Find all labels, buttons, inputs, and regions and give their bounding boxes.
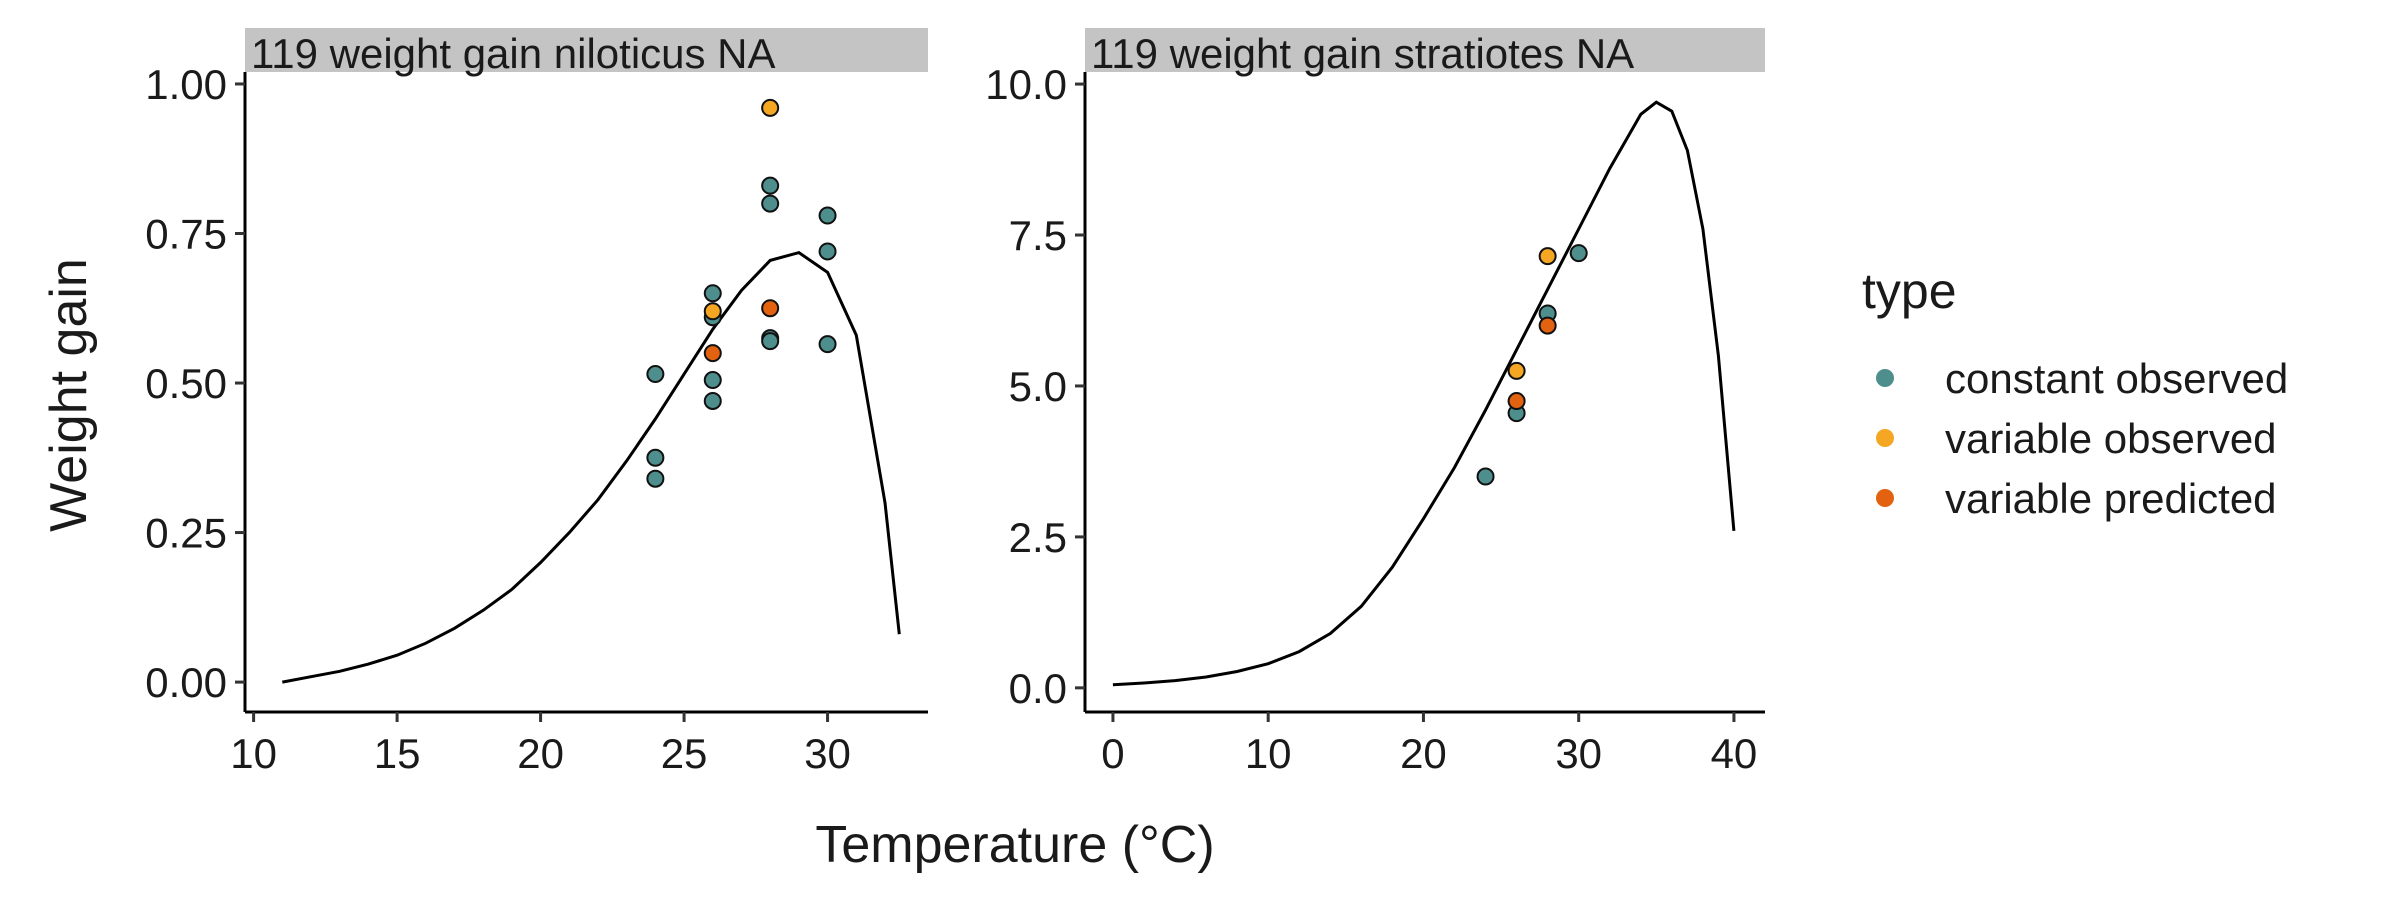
legend-key xyxy=(1876,489,1894,507)
data-point xyxy=(703,302,722,321)
data-point xyxy=(703,371,722,390)
data-point xyxy=(703,284,722,303)
data-point xyxy=(703,344,722,363)
facet-strip xyxy=(1085,28,1765,72)
facet-strip-label: 119 weight gain niloticus NA xyxy=(251,30,776,77)
x-tick-label: 20 xyxy=(517,730,564,777)
x-tick-label: 0 xyxy=(1101,730,1124,777)
x-tick-label: 25 xyxy=(661,730,708,777)
data-point xyxy=(818,335,837,354)
x-tick-label: 10 xyxy=(1245,730,1292,777)
x-tick-label: 40 xyxy=(1711,730,1758,777)
legend-title: type xyxy=(1862,263,1957,319)
data-point xyxy=(761,98,780,117)
y-tick-label: 0.75 xyxy=(145,210,227,257)
data-point xyxy=(1569,244,1588,263)
x-tick-label: 20 xyxy=(1400,730,1447,777)
x-tick-label: 30 xyxy=(804,730,851,777)
data-point xyxy=(761,194,780,213)
legend-label: variable observed xyxy=(1945,415,2277,462)
legend-label: variable predicted xyxy=(1945,475,2277,522)
data-point xyxy=(761,176,780,195)
y-tick-label: 5.0 xyxy=(1009,363,1067,410)
y-tick-label: 10.0 xyxy=(985,61,1067,108)
x-tick-label: 15 xyxy=(374,730,421,777)
y-tick-label: 0.0 xyxy=(1009,665,1067,712)
facet-strip xyxy=(245,28,928,72)
fitted-curve xyxy=(282,250,901,684)
data-point xyxy=(761,332,780,351)
panel-1: 119 weight gain niloticus NA 0.00 0.25 0.50… xyxy=(145,28,928,777)
data-point xyxy=(761,299,780,318)
fitted-curve xyxy=(1112,100,1736,687)
y-tick-label: 0.25 xyxy=(145,510,227,557)
legend-label: constant observed xyxy=(1945,355,2288,402)
data-point xyxy=(703,391,722,410)
facet-strip-label: 119 weight gain stratiotes NA xyxy=(1091,30,1634,77)
panel-layer: 119 weight gain niloticus NA0.000.250.50… xyxy=(145,28,1765,777)
y-tick-label: 7.5 xyxy=(1009,212,1067,259)
y-tick-label: 1.00 xyxy=(145,61,227,108)
data-point xyxy=(1538,316,1557,335)
data-point xyxy=(646,365,665,384)
y-tick-label: 0.00 xyxy=(145,659,227,706)
data-point xyxy=(646,469,665,488)
panel-2: 119 weight gain stratiotes NA 0.0 2.5 5.0 7.… xyxy=(985,28,1765,777)
data-point xyxy=(1476,467,1495,486)
legend-key xyxy=(1876,369,1894,387)
x-tick-label: 10 xyxy=(230,730,277,777)
data-point xyxy=(1507,392,1526,411)
y-axis-title: Weight gain xyxy=(40,258,98,532)
data-point xyxy=(646,448,665,467)
legend: type constant observed variable observed v… xyxy=(1862,263,2288,522)
data-point xyxy=(1538,247,1557,266)
y-tick-label: 2.5 xyxy=(1009,514,1067,561)
data-point xyxy=(1507,361,1526,380)
data-point xyxy=(818,206,837,225)
x-tick-label: 30 xyxy=(1555,730,1602,777)
y-tick-label: 0.50 xyxy=(145,360,227,407)
legend-key xyxy=(1876,429,1894,447)
x-axis-title: Temperature (°C) xyxy=(815,816,1214,874)
data-point xyxy=(818,242,837,261)
